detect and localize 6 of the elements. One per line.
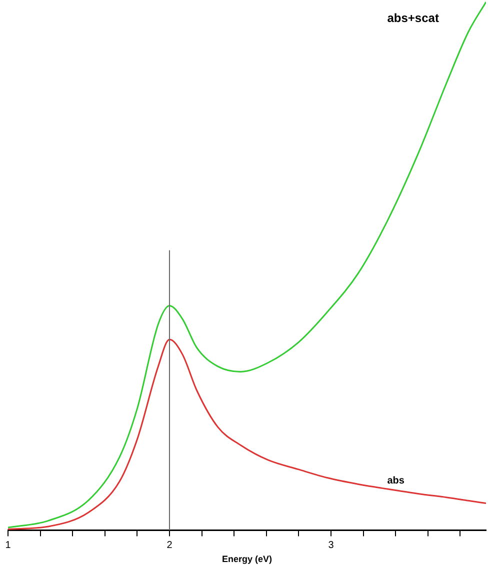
x-axis-title: Energy (eV) (222, 554, 272, 564)
series-label: abs (387, 475, 405, 486)
text: abs+scat (387, 11, 439, 25)
x-tick-label: 3 (328, 540, 334, 551)
x-tick-label: 1 (5, 540, 12, 551)
x-tick-label: 2 (166, 540, 173, 551)
